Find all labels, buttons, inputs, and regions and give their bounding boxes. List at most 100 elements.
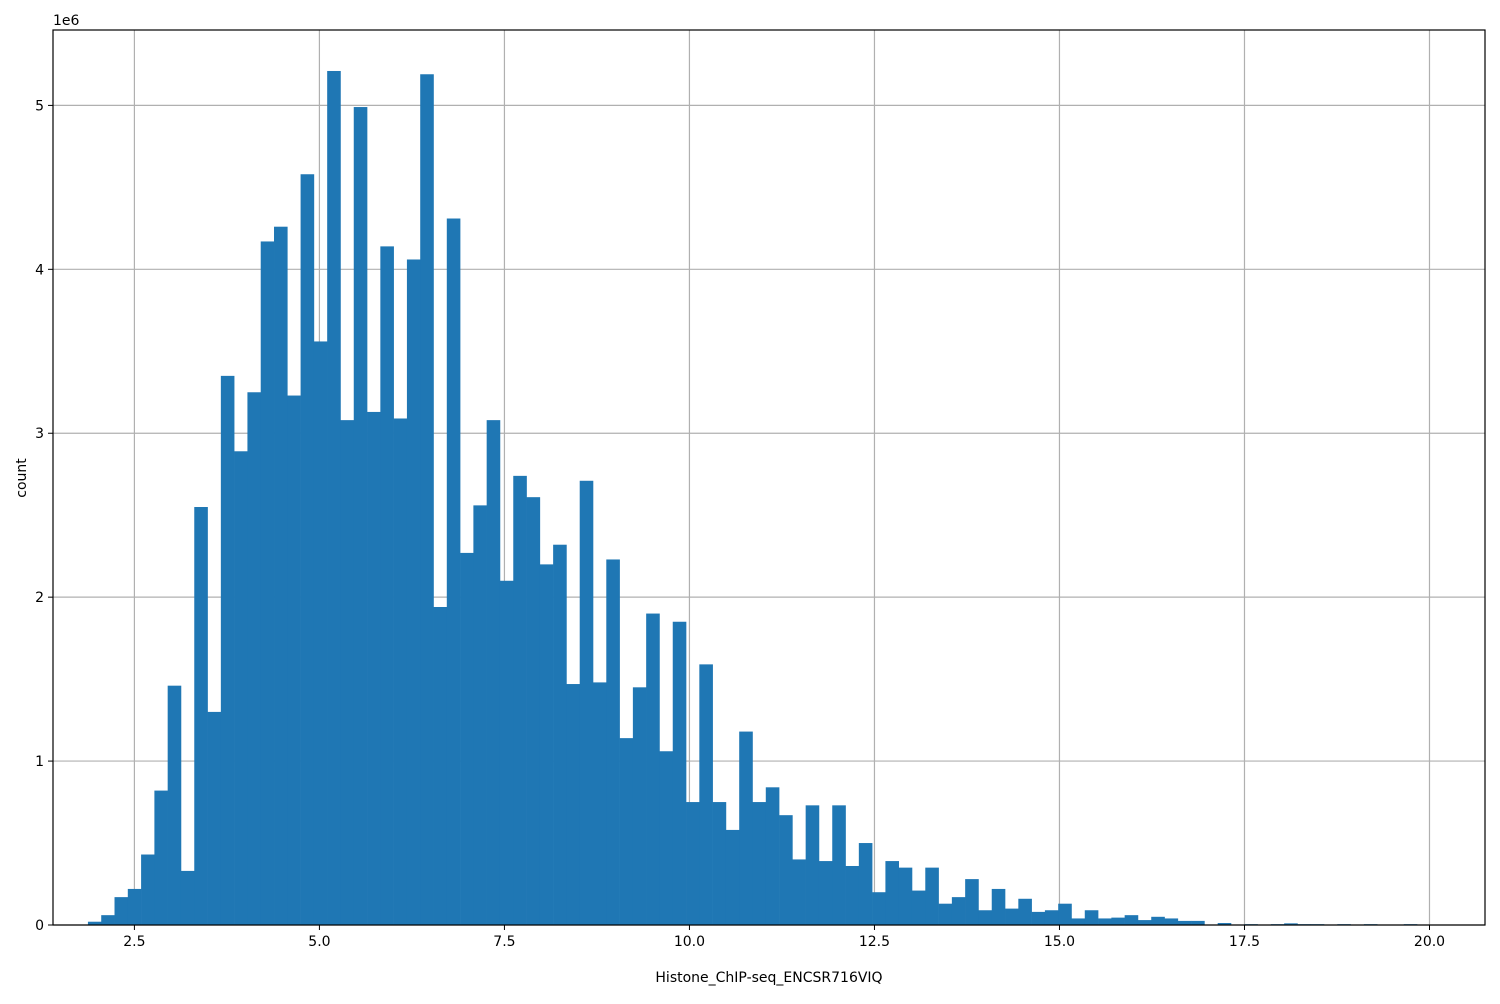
histogram-bar xyxy=(938,903,953,925)
histogram-bar xyxy=(1005,908,1019,925)
histogram-bar xyxy=(393,418,408,925)
histogram-bar xyxy=(367,411,381,925)
histogram-bar xyxy=(101,915,115,925)
histogram-bar xyxy=(154,790,168,925)
histogram-bar xyxy=(632,687,647,925)
x-tick-label: 2.5 xyxy=(123,934,145,950)
y-tick-label: 4 xyxy=(35,262,44,278)
x-tick-label: 12.5 xyxy=(859,934,890,950)
histogram-bar xyxy=(1058,903,1072,925)
histogram-bar xyxy=(672,621,687,925)
histogram-bar xyxy=(420,74,434,925)
x-tick-label: 7.5 xyxy=(493,934,515,950)
y-offset-label: 1e6 xyxy=(53,13,80,29)
histogram-bar xyxy=(925,867,939,925)
histogram-bar xyxy=(287,395,301,925)
histogram-bar xyxy=(1137,920,1152,925)
histogram-bar xyxy=(234,451,248,925)
histogram-bar xyxy=(433,606,448,925)
histogram-bar xyxy=(313,341,328,925)
histogram-bar xyxy=(1098,918,1112,925)
histogram-bar xyxy=(779,815,793,925)
histogram-bar xyxy=(114,897,129,925)
histogram-bar xyxy=(499,580,514,925)
histogram-bar xyxy=(805,805,820,925)
histogram-bar xyxy=(712,802,727,925)
histogram-bar xyxy=(340,420,355,925)
histogram-bar xyxy=(646,613,660,925)
histogram-bar xyxy=(300,174,315,925)
histogram-bar xyxy=(460,552,474,925)
histogram-bar xyxy=(686,802,700,925)
histogram-bar xyxy=(818,861,833,925)
histogram-bar xyxy=(898,867,913,925)
histogram-bar xyxy=(127,888,142,925)
histogram-bar xyxy=(327,70,341,925)
histogram-bar xyxy=(885,861,900,925)
histogram-bar xyxy=(220,375,235,925)
y-axis-label: count xyxy=(14,458,30,498)
histogram-bar xyxy=(1124,915,1139,925)
histogram-bar xyxy=(446,218,461,925)
histogram-bar xyxy=(725,829,740,925)
x-tick-label: 20.0 xyxy=(1414,934,1445,950)
histogram-bar xyxy=(858,843,873,925)
y-tick-label: 0 xyxy=(35,918,44,934)
histogram-bar xyxy=(659,751,674,925)
histogram-bar xyxy=(1164,918,1179,925)
histogram-bar xyxy=(593,682,607,925)
histogram-bar xyxy=(792,859,806,925)
histogram-bar xyxy=(539,564,554,925)
y-tick-label: 1 xyxy=(35,754,44,770)
histogram-bar xyxy=(513,475,527,925)
x-tick-label: 10.0 xyxy=(674,934,705,950)
histogram-bar xyxy=(1018,898,1032,925)
y-tick-label: 5 xyxy=(35,98,44,114)
histogram-bar xyxy=(486,420,501,925)
histogram-bar xyxy=(606,559,620,925)
y-axis-ticks: 0 1 2 3 4 5 xyxy=(35,98,53,934)
histogram-bar xyxy=(978,910,993,925)
histogram-bar xyxy=(353,107,368,926)
histogram-bar xyxy=(872,892,886,925)
histogram-bar xyxy=(247,392,262,925)
histogram-bar xyxy=(845,865,860,925)
histogram-bar xyxy=(951,897,966,925)
histogram-bar xyxy=(406,259,421,925)
y-tick-label: 2 xyxy=(35,590,44,606)
histogram-bar xyxy=(260,241,275,925)
histogram-bar xyxy=(1044,910,1059,925)
x-axis-label: Histone_ChIP-seq_ENCSR716VIQ xyxy=(655,970,882,986)
histogram-bar xyxy=(141,854,155,925)
histogram-bar xyxy=(1217,923,1232,925)
histogram-bar xyxy=(1084,910,1099,925)
histogram-bar xyxy=(832,805,846,925)
histogram-bar xyxy=(526,497,541,925)
histogram-bar xyxy=(87,921,102,925)
x-tick-label: 17.5 xyxy=(1229,934,1260,950)
histogram-bar xyxy=(765,787,780,925)
histogram-bar xyxy=(1191,920,1205,925)
histogram-bar xyxy=(699,664,713,925)
histogram-bar xyxy=(739,731,753,925)
x-axis-ticks: 2.5 5.0 7.5 10.0 12.5 15.0 17.5 20.0 xyxy=(123,925,1445,950)
histogram-bar xyxy=(579,480,594,925)
y-tick-label: 3 xyxy=(35,426,44,442)
histogram-bar xyxy=(180,870,195,925)
histogram-bar xyxy=(274,226,288,925)
histogram-bar xyxy=(380,246,394,925)
histogram-bar xyxy=(1111,917,1125,925)
histogram-bar xyxy=(553,544,567,925)
histogram-bar xyxy=(911,890,926,925)
histogram-bar xyxy=(991,888,1006,925)
histogram-bar xyxy=(473,505,487,925)
histogram-bar xyxy=(207,711,222,925)
histogram-bar xyxy=(619,738,634,925)
x-tick-label: 15.0 xyxy=(1044,934,1075,950)
x-tick-label: 5.0 xyxy=(308,934,330,950)
histogram-bar xyxy=(194,507,208,925)
histogram-bar xyxy=(1177,920,1192,925)
axes-frame xyxy=(52,29,1486,926)
